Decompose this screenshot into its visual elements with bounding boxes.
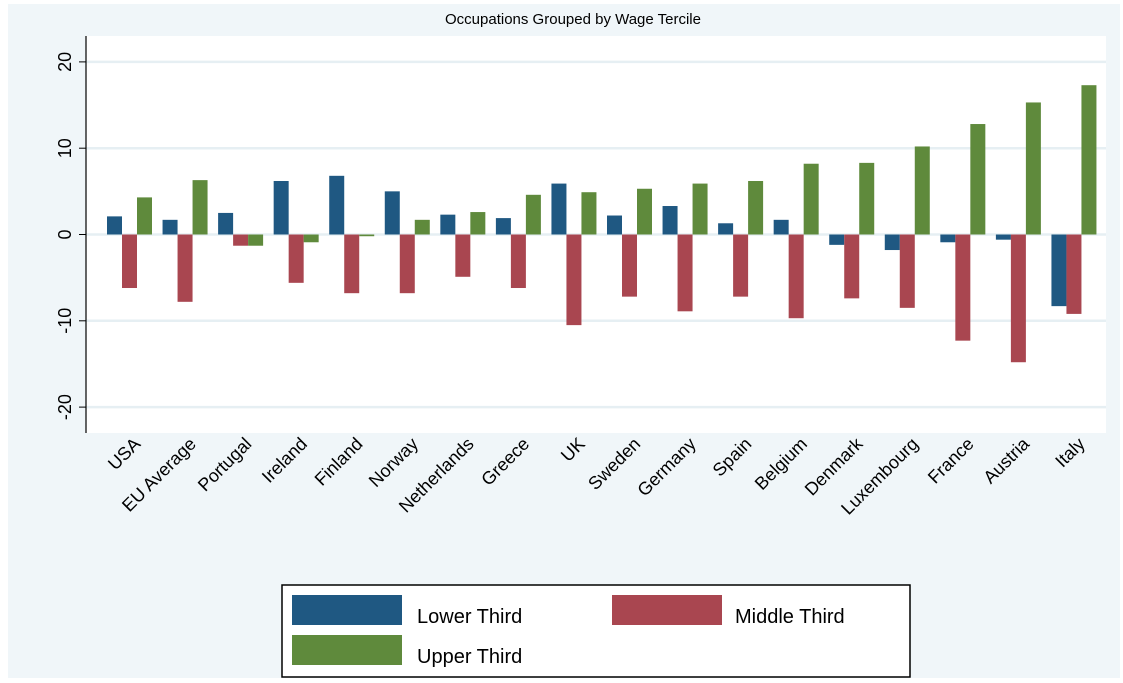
legend-label: Upper Third <box>417 646 522 668</box>
bar-lower-third-finland <box>329 175 345 235</box>
bar-upper-third-norway <box>414 219 430 235</box>
bar-lower-third-norway <box>384 191 400 235</box>
bar-upper-third-netherlands <box>470 212 486 235</box>
bar-middle-third-portugal <box>233 234 249 246</box>
bar-lower-third-eu-average <box>162 219 178 235</box>
bar-upper-third-luxembourg <box>914 146 930 235</box>
y-tick-label: -20 <box>55 394 75 420</box>
legend-swatch <box>292 635 402 665</box>
bar-upper-third-uk <box>581 192 597 235</box>
bar-middle-third-finland <box>344 234 360 294</box>
bar-middle-third-spain <box>733 234 749 297</box>
bar-lower-third-austria <box>995 234 1011 240</box>
bar-upper-third-france <box>970 124 986 235</box>
bars <box>107 85 1097 363</box>
bar-lower-third-france <box>940 234 956 243</box>
bar-upper-third-eu-average <box>192 180 208 235</box>
bar-middle-third-luxembourg <box>899 234 915 308</box>
bar-upper-third-portugal <box>248 234 264 246</box>
bar-middle-third-france <box>955 234 971 341</box>
bar-middle-third-germany <box>677 234 693 312</box>
bar-upper-third-germany <box>692 183 708 235</box>
bar-lower-third-sweden <box>607 215 622 235</box>
bar-lower-third-luxembourg <box>884 234 900 251</box>
legend-label: Lower Third <box>417 606 522 628</box>
bar-middle-third-greece <box>510 234 526 289</box>
bar-upper-third-ireland <box>303 234 319 243</box>
legend-swatch <box>292 595 402 625</box>
bar-middle-third-ireland <box>288 234 304 283</box>
bar-lower-third-ireland <box>273 180 289 235</box>
bar-lower-third-italy <box>1051 234 1067 307</box>
bar-upper-third-spain <box>748 180 764 235</box>
legend: Lower Third Middle Third Upper Third <box>281 584 911 678</box>
y-axis: -20 -10 0 10 20 <box>55 36 87 433</box>
bar-lower-third-belgium <box>773 219 789 235</box>
bar-upper-third-italy <box>1081 85 1097 235</box>
bar-lower-third-greece <box>495 218 511 235</box>
y-tick-label: 0 <box>55 229 75 239</box>
bar-middle-third-denmark <box>844 234 860 299</box>
legend-label: Middle Third <box>735 606 845 628</box>
y-tick-label: -10 <box>55 308 75 334</box>
bar-lower-third-uk <box>551 183 567 235</box>
bar-middle-third-eu-average <box>177 234 193 302</box>
bar-middle-third-austria <box>1010 234 1026 363</box>
bar-upper-third-austria <box>1025 102 1041 235</box>
bar-upper-third-belgium <box>803 163 819 235</box>
bar-lower-third-netherlands <box>440 214 456 235</box>
bar-upper-third-finland <box>359 234 375 237</box>
legend-swatch <box>612 595 722 625</box>
bar-upper-third-greece <box>525 194 541 235</box>
bar-lower-third-spain <box>718 223 734 235</box>
bar-middle-third-belgium <box>788 234 804 319</box>
bar-middle-third-italy <box>1066 234 1082 314</box>
bar-upper-third-denmark <box>859 162 875 235</box>
bar-upper-third-usa <box>137 197 152 235</box>
bar-lower-third-denmark <box>829 234 845 245</box>
bar-lower-third-portugal <box>218 212 234 235</box>
y-tick-label: 20 <box>55 52 75 72</box>
bar-middle-third-netherlands <box>455 234 471 277</box>
y-tick-label: 10 <box>55 138 75 158</box>
bar-middle-third-norway <box>399 234 415 294</box>
bar-middle-third-uk <box>566 234 582 326</box>
bar-lower-third-usa <box>107 216 122 235</box>
bar-lower-third-germany <box>662 206 678 235</box>
chart-title: Occupations Grouped by Wage Tercile <box>445 11 701 28</box>
bar-upper-third-sweden <box>637 188 652 235</box>
bar-middle-third-sweden <box>622 234 637 297</box>
bar-middle-third-usa <box>122 234 137 289</box>
